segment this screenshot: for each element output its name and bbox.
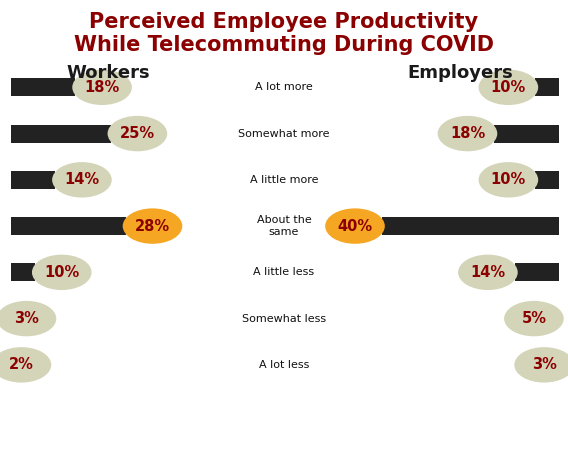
Text: Employers: Employers	[407, 64, 513, 82]
Text: About the
same: About the same	[257, 215, 311, 237]
Text: 28%: 28%	[135, 219, 170, 234]
Text: Perceived Employee Productivity: Perceived Employee Productivity	[89, 12, 479, 32]
Text: A little less: A little less	[253, 267, 315, 278]
Text: Workers: Workers	[66, 64, 150, 82]
Text: 5%: 5%	[521, 311, 546, 326]
Text: 14%: 14%	[470, 265, 506, 280]
Text: 3%: 3%	[14, 311, 39, 326]
Text: A lot less: A lot less	[259, 360, 309, 370]
Text: 10%: 10%	[491, 80, 526, 95]
Text: 40%: 40%	[337, 219, 373, 234]
Text: 18%: 18%	[85, 80, 120, 95]
Text: While Telecommuting During COVID: While Telecommuting During COVID	[74, 35, 494, 55]
Text: 10%: 10%	[44, 265, 80, 280]
Text: 14%: 14%	[64, 172, 99, 187]
Text: 10%: 10%	[491, 172, 526, 187]
Text: Somewhat more: Somewhat more	[238, 128, 330, 139]
Text: 18%: 18%	[450, 126, 485, 141]
Text: 2%: 2%	[9, 357, 34, 372]
Text: Somewhat less: Somewhat less	[242, 313, 326, 324]
Text: 25%: 25%	[120, 126, 155, 141]
Text: A little more: A little more	[250, 175, 318, 185]
Text: A lot more: A lot more	[255, 82, 313, 93]
Text: 3%: 3%	[532, 357, 557, 372]
